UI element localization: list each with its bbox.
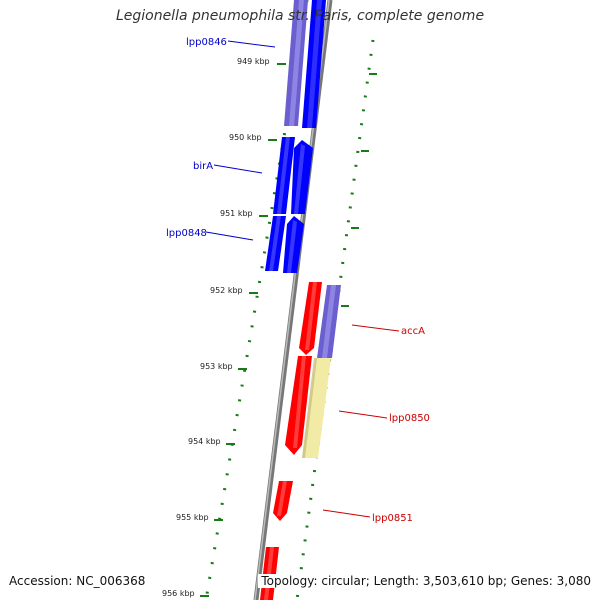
map-title: Legionella pneumophila str. Paris, compl…: [115, 8, 485, 24]
tick-label-951: 951 kbp: [220, 209, 253, 218]
gene-label-birA[interactable]: birA: [193, 161, 213, 172]
accession-text: Accession: NC_006368: [9, 574, 146, 588]
gene-label-lpp0851[interactable]: lpp0851: [372, 513, 413, 524]
tick-label-954: 954 kbp: [188, 437, 221, 446]
gene-label-lpp0850[interactable]: lpp0850: [389, 413, 430, 424]
feature-birA[interactable]: [273, 137, 313, 214]
feature-lpp0851[interactable]: [273, 481, 293, 521]
leader-lines: [205, 40, 400, 518]
tick-label-950: 950 kbp: [229, 133, 262, 142]
tick-label-953: 953 kbp: [200, 362, 233, 371]
genome-summary-text: Topology: circular; Length: 3,503,610 bp…: [258, 574, 591, 588]
tick-marks: [200, 63, 377, 597]
gene-label-lpp0846[interactable]: lpp0846: [186, 37, 227, 48]
gene-label-accA[interactable]: accA: [401, 326, 425, 337]
gene-label-lpp0848[interactable]: lpp0848: [166, 228, 207, 239]
tick-label-956: 956 kbp: [162, 589, 195, 598]
feature-lpp0848[interactable]: [265, 216, 304, 273]
tick-label-949: 949 kbp: [237, 57, 270, 66]
feature-lpp0850[interactable]: [285, 356, 331, 458]
feature-accA[interactable]: [299, 282, 341, 358]
feature-lpp0846[interactable]: [284, 0, 326, 128]
tick-label-952: 952 kbp: [210, 286, 243, 295]
tick-label-955: 955 kbp: [176, 513, 209, 522]
